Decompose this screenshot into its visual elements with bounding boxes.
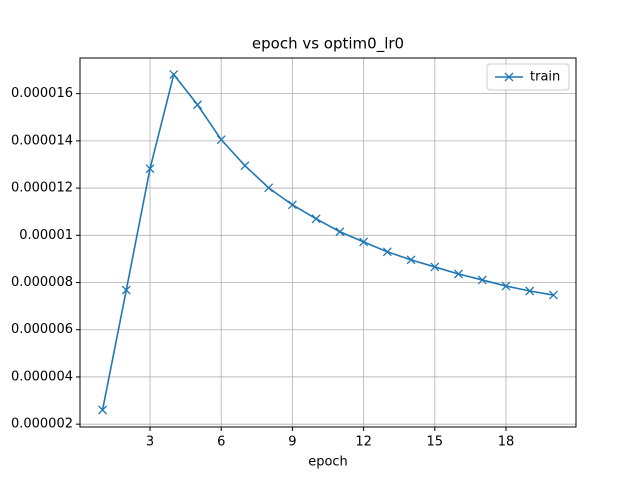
x-tick-label: 9 [288, 435, 296, 450]
marker [98, 405, 108, 415]
marker [169, 70, 179, 79]
y-tick-label: 0.000004 [11, 369, 73, 384]
chart-title: epoch vs optim0_lr0 [252, 35, 404, 54]
y-tick-label: 0.000016 [11, 86, 73, 101]
marker [525, 286, 535, 296]
marker [477, 275, 487, 285]
x-tick-label: 18 [498, 435, 515, 450]
marker [359, 237, 369, 247]
marker [193, 100, 202, 110]
marker [406, 255, 416, 265]
marker [311, 214, 321, 224]
marker [548, 290, 558, 300]
marker [335, 227, 345, 237]
y-tick-label: 0.000012 [11, 181, 73, 196]
y-tick-label: 0.000002 [11, 417, 73, 432]
marker [216, 135, 226, 145]
x-tick-label: 6 [217, 435, 225, 450]
marker [287, 200, 297, 210]
legend-label: train [530, 70, 560, 85]
y-tick-label: 0.000008 [11, 275, 73, 290]
x-tick-label: 3 [146, 435, 154, 450]
marker [264, 183, 274, 193]
marker [501, 281, 511, 291]
legend-box [486, 63, 570, 91]
marker [430, 262, 440, 272]
x-tick-label: 15 [427, 435, 444, 450]
y-tick-label: 0.000006 [11, 322, 73, 337]
marker [145, 164, 155, 174]
plot-frame [79, 57, 577, 428]
x-tick-label: 12 [355, 435, 372, 450]
line [101, 72, 554, 411]
x-axis-label: epoch [308, 455, 348, 470]
y-tick-label: 0.000014 [11, 133, 73, 148]
marker [121, 285, 131, 295]
marker [240, 161, 250, 171]
legend-marker [504, 72, 514, 82]
marker [454, 269, 463, 279]
marker [382, 247, 392, 257]
y-tick-label: 0.00001 [19, 228, 73, 243]
